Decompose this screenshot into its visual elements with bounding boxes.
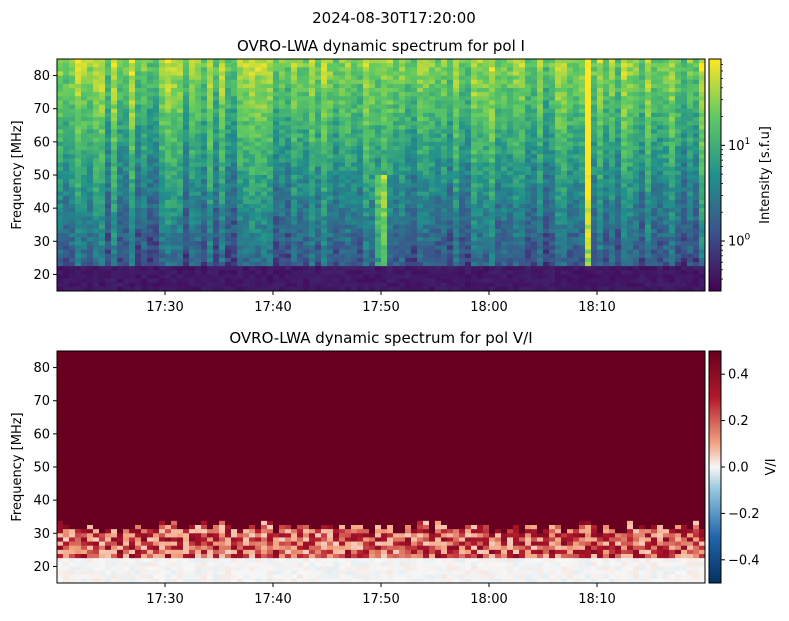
colorbar-1-label: Intensity [s.f.u]	[758, 126, 773, 224]
x-tick-label: 17:50	[362, 592, 399, 607]
colorbar-1-ticks: 100 101	[721, 65, 751, 280]
y-tick-label: 70	[33, 102, 50, 117]
x-tick-label: 18:00	[470, 592, 507, 607]
colorbar-tick-label: −0.2	[728, 507, 760, 522]
y-tick-label: 80	[33, 69, 50, 84]
colorbar-tick-label: 0.0	[728, 461, 749, 476]
y-tick-label: 70	[33, 394, 50, 409]
y-tick-label: 60	[33, 427, 50, 442]
y-tick-label: 40	[33, 202, 50, 217]
panel-2-heatmap	[57, 351, 705, 583]
x-tick-label: 17:30	[146, 300, 183, 315]
panel-2-ylabel: Frequency [MHz]	[10, 412, 25, 521]
y-tick-label: 30	[33, 527, 50, 542]
figure-suptitle: 2024-08-30T17:20:00	[312, 9, 476, 27]
x-tick-label: 18:00	[470, 300, 507, 315]
colorbar-tick-label: −0.4	[728, 553, 760, 568]
y-tick-label: 60	[33, 135, 50, 150]
panel-1-heatmap	[57, 59, 705, 291]
y-tick-label: 20	[33, 560, 50, 575]
y-tick-label: 50	[33, 169, 50, 184]
y-tick-label: 40	[33, 494, 50, 509]
x-tick-label: 18:10	[578, 592, 615, 607]
panel-2-title: OVRO-LWA dynamic spectrum for pol V/I	[229, 329, 532, 347]
colorbar-tick-label: 0.4	[728, 368, 749, 383]
colorbar-tick-label: 0.2	[728, 414, 749, 429]
x-tick-label: 17:40	[254, 300, 291, 315]
colorbar-2-label: V/I	[764, 458, 779, 475]
panel-1-ylabel: Frequency [MHz]	[10, 120, 25, 229]
x-tick-label: 17:40	[254, 592, 291, 607]
panel-1-title: OVRO-LWA dynamic spectrum for pol I	[237, 37, 525, 55]
colorbar-tick-label: 101	[728, 137, 750, 154]
colorbar-2-ticks: 0.4 0.2 0.0 −0.2 −0.4	[721, 368, 760, 569]
y-tick-label: 30	[33, 235, 50, 250]
x-tick-label: 18:10	[578, 300, 615, 315]
y-tick-label: 80	[33, 361, 50, 376]
y-tick-label: 20	[33, 268, 50, 283]
x-tick-label: 17:50	[362, 300, 399, 315]
y-tick-label: 50	[33, 461, 50, 476]
colorbar-tick-label: 100	[728, 232, 751, 249]
colorbar-1	[709, 59, 721, 291]
x-tick-label: 17:30	[146, 592, 183, 607]
colorbar-2	[709, 351, 721, 583]
